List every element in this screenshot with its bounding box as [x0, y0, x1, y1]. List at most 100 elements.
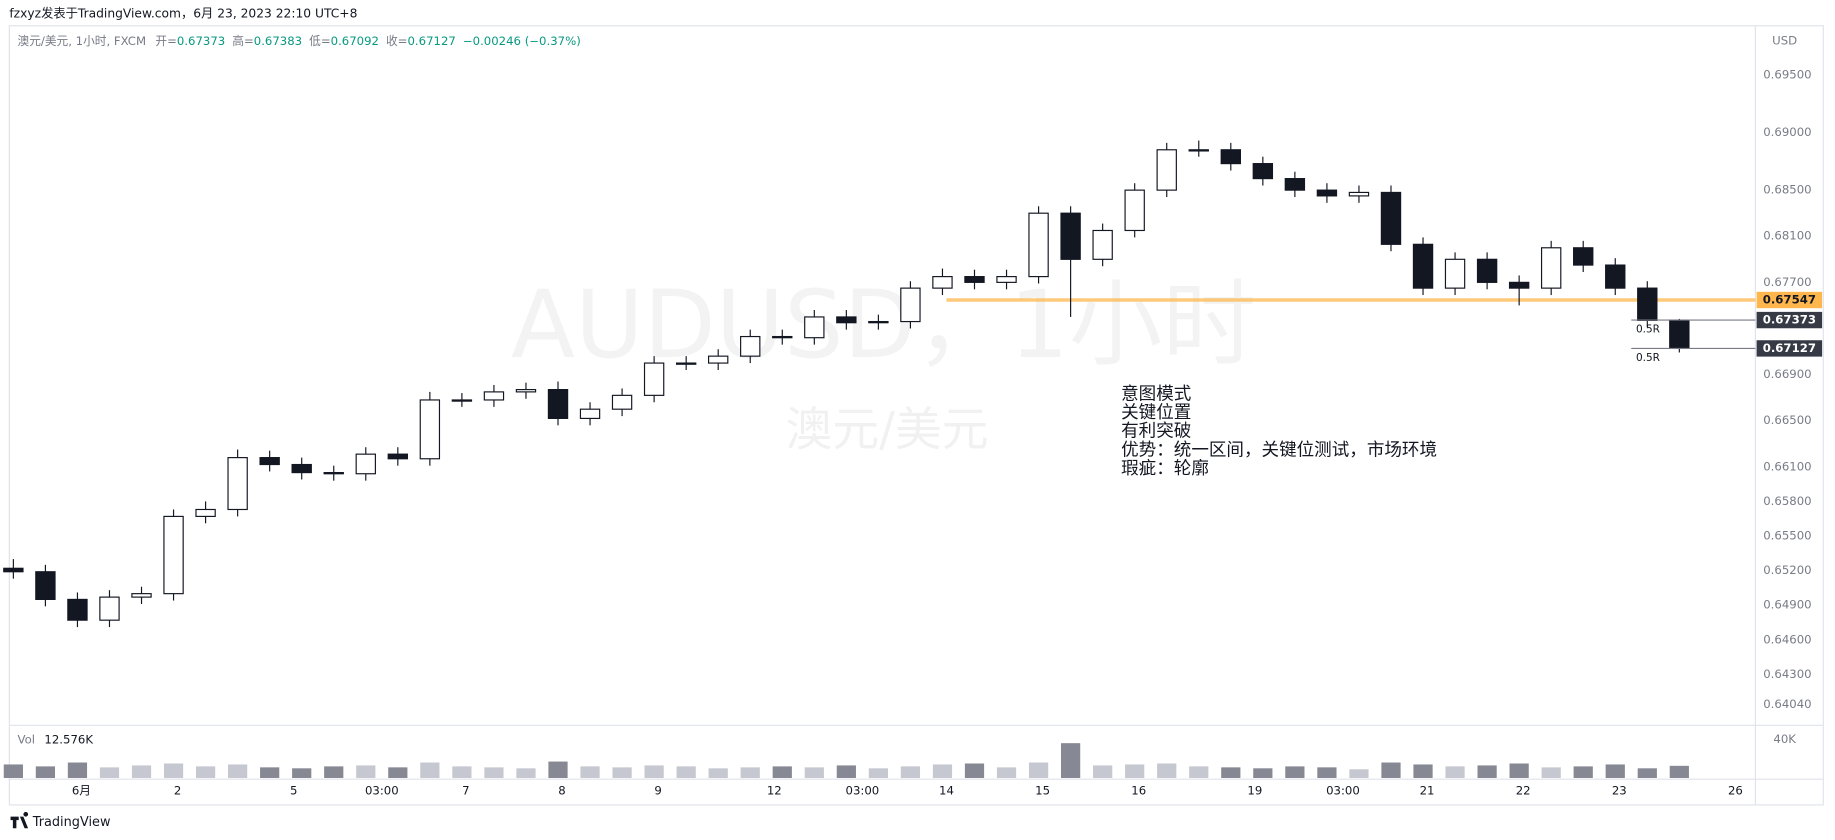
- candle-body: [387, 453, 409, 460]
- volume-bar: [516, 768, 536, 778]
- volume-bar: [260, 767, 280, 778]
- x-tick-label: 6月: [72, 783, 91, 797]
- volume-bar: [1349, 769, 1369, 778]
- candle-body: [323, 472, 344, 475]
- candle-body: [67, 598, 88, 621]
- candle-body: [1124, 189, 1145, 232]
- candle-body: [1156, 149, 1177, 191]
- x-tick-label: 21: [1420, 783, 1435, 797]
- volume-bar: [195, 766, 216, 778]
- candle-body: [1412, 243, 1434, 289]
- ohlc-label: 高=: [232, 33, 253, 47]
- volume-bar: [1637, 768, 1657, 778]
- volume-last: 12.576K: [44, 732, 93, 746]
- volume-bar: [67, 762, 88, 778]
- annotation-line: 优势：统一区间，关键位测试，市场环境: [1121, 440, 1437, 460]
- ohlc-value: 0.67383: [254, 33, 302, 47]
- y-tick-label: 0.67700: [1763, 275, 1811, 289]
- candle-body: [35, 571, 56, 601]
- candle-body: [163, 515, 184, 595]
- volume-bar: [612, 767, 632, 778]
- ohlc-value: 0.67127: [407, 33, 455, 47]
- volume-bar: [1253, 768, 1273, 778]
- volume-bar: [99, 767, 120, 778]
- candle-body: [355, 453, 376, 475]
- candle-body: [1316, 189, 1338, 197]
- x-tick-label: 23: [1612, 783, 1627, 797]
- candle-body: [1573, 247, 1594, 266]
- candle-body: [1220, 149, 1241, 165]
- legend: 澳元/美元, 1小时, FXCM 开=0.67373 高=0.67383 低=0.67…: [18, 33, 581, 47]
- volume-bar: [1061, 743, 1081, 778]
- volume-bar: [1413, 764, 1433, 778]
- candle-body: [900, 287, 921, 323]
- ohlc-label: 收=: [386, 33, 407, 47]
- x-tick-label: 9: [654, 783, 661, 797]
- y-tick-label: 0.65800: [1763, 494, 1811, 508]
- volume-bar: [1317, 767, 1337, 778]
- volume-bar: [1477, 765, 1497, 778]
- x-tick-label: 15: [1035, 783, 1050, 797]
- volume-bar: [1125, 764, 1145, 778]
- y-tick-label: 0.65500: [1763, 529, 1811, 543]
- y-tick-label: 0.66100: [1763, 459, 1811, 473]
- y-tick-label: 0.69500: [1763, 67, 1811, 81]
- volume-bar: [836, 765, 856, 778]
- volume-bar: [356, 765, 376, 778]
- candle-body: [579, 408, 601, 419]
- volume-bar: [1509, 763, 1529, 778]
- volume-bar: [932, 764, 953, 778]
- candle-body: [451, 399, 473, 402]
- volume-bar: [452, 766, 472, 778]
- x-tick-label: 22: [1516, 783, 1531, 797]
- header: fzxyz发表于TradingView.com，6月 23, 2023 22:1…: [9, 6, 357, 21]
- volume-bar: [1285, 766, 1305, 778]
- y-tick-label: 0.64900: [1763, 598, 1811, 612]
- candle-body: [3, 567, 24, 573]
- candle-body: [1188, 149, 1209, 152]
- x-tick-label: 03:00: [1326, 783, 1360, 797]
- annotation-line: 意图模式: [1121, 384, 1191, 404]
- volume-bar: [740, 767, 760, 778]
- candle-body: [675, 362, 697, 365]
- candle-body: [515, 389, 537, 393]
- volume-bar: [1093, 765, 1113, 778]
- annotation-line: 关键位置: [1121, 403, 1191, 423]
- ohlc-value: 0.67373: [177, 33, 225, 47]
- volume-bar: [1221, 767, 1241, 778]
- volume-bar: [3, 764, 23, 778]
- chart-frame: [8, 25, 1824, 806]
- volume-bar: [228, 764, 248, 778]
- price-tag: [1756, 311, 1823, 329]
- volume-bar: [1573, 766, 1593, 778]
- x-tick-label: 7: [462, 783, 469, 797]
- candle-body: [996, 276, 1017, 283]
- volume-bar: [900, 766, 921, 778]
- volume-bar: [1541, 767, 1561, 778]
- volume-bar: [131, 765, 152, 778]
- y-tick-label: 0.69000: [1763, 125, 1811, 139]
- volume-bar: [548, 761, 568, 778]
- candle-body: [1540, 247, 1562, 289]
- candle-body: [932, 276, 953, 289]
- watermark-sub: 澳元/美元: [786, 403, 989, 457]
- volume-bar: [1445, 766, 1465, 778]
- candle-body: [836, 316, 857, 324]
- volume-bar: [1157, 763, 1177, 778]
- volume-bar: [35, 766, 56, 778]
- volume-bar: [580, 766, 600, 778]
- brand: TradingView: [32, 815, 111, 830]
- volume-bar: [420, 762, 440, 778]
- candle-body: [131, 593, 152, 598]
- x-tick-label: 19: [1247, 783, 1262, 797]
- ohlc-label: 低=: [309, 33, 330, 47]
- candle-body: [1060, 212, 1081, 260]
- ohlc-value: 0.67092: [331, 33, 379, 47]
- x-tick-label: 12: [767, 783, 782, 797]
- candle-body: [868, 320, 889, 324]
- volume-bar: [163, 763, 184, 778]
- price-tag-label: 0.67373: [1763, 313, 1816, 327]
- candle-body: [740, 335, 761, 357]
